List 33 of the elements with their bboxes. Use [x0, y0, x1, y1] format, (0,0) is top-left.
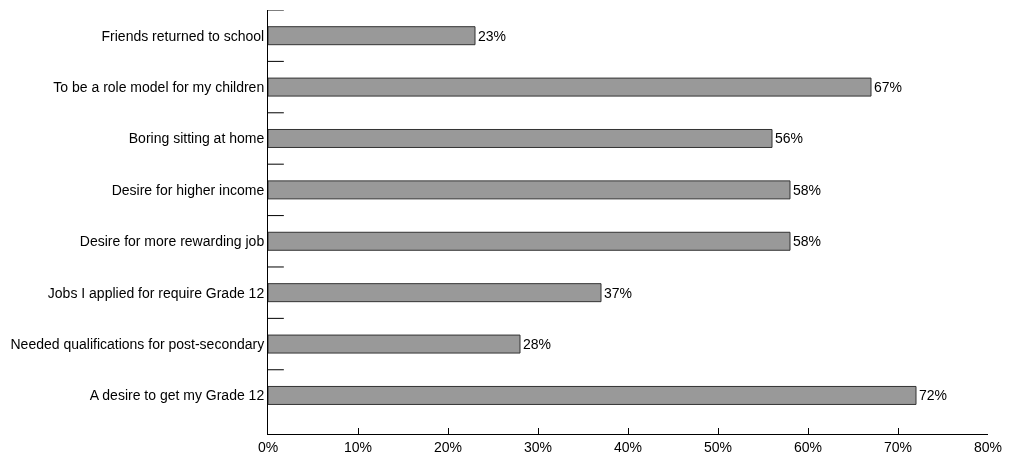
y-tick-label: Jobs I applied for require Grade 12 [47, 284, 265, 301]
bar [268, 334, 521, 354]
bar [268, 283, 602, 303]
y-tick-label: Desire for higher income [111, 181, 265, 198]
bar [268, 77, 872, 97]
x-tick-label: 40% [613, 438, 643, 455]
bar [268, 385, 917, 405]
data-label: 56% [775, 130, 804, 147]
y-tick-label: Needed qualifications for post-secondary [10, 335, 265, 352]
x-tick-label: 80% [973, 438, 1003, 455]
x-tick-label: 70% [883, 438, 913, 455]
x-tick-label: 20% [433, 438, 463, 455]
x-tick-label: 10% [343, 438, 373, 455]
y-tick-label: Boring sitting at home [128, 130, 265, 147]
bar [268, 128, 773, 148]
data-label: 23% [478, 27, 507, 44]
bar [268, 231, 791, 251]
y-tick-label: Desire for more rewarding job [79, 233, 265, 250]
bar [268, 180, 791, 200]
data-label: 58% [793, 233, 822, 250]
data-label: 28% [523, 336, 552, 353]
data-label: 67% [874, 79, 903, 96]
x-tick-label: 0% [257, 438, 279, 455]
y-tick-label: To be a role model for my children [53, 78, 265, 95]
data-label: 37% [604, 284, 633, 301]
bar [268, 26, 476, 46]
x-tick-label: 50% [703, 438, 733, 455]
data-label: 58% [793, 181, 822, 198]
data-label: 72% [919, 387, 948, 404]
x-tick-label: 60% [793, 438, 823, 455]
x-tick-label: 30% [523, 438, 553, 455]
y-tick-label: A desire to get my Grade 12 [89, 387, 265, 404]
y-tick-label: Friends returned to school [101, 27, 265, 44]
